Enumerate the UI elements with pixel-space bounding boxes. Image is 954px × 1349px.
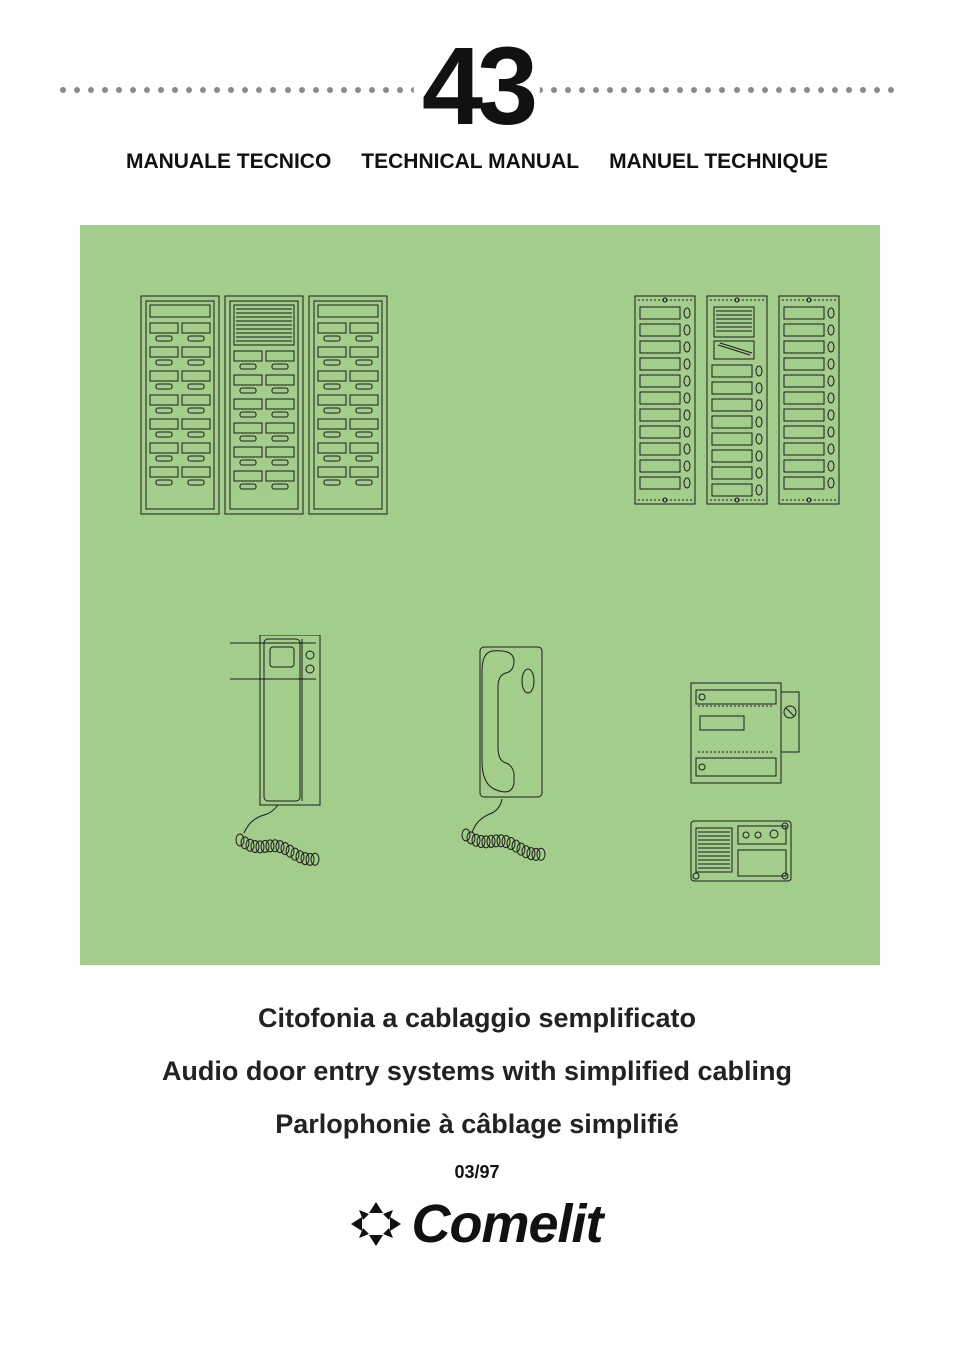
handset-classic (450, 635, 570, 895)
logo-mark-icon (351, 1202, 401, 1246)
top-illustration-row (140, 295, 840, 515)
entrance-panel-cluster-narrow (634, 295, 840, 515)
narrow-panel-2 (706, 295, 768, 505)
desc-en: Audio door entry systems with simplified… (40, 1056, 914, 1087)
desc-it: Citofonia a cablaggio semplificato (40, 1003, 914, 1034)
manual-number: 43 (414, 32, 540, 142)
entrance-panel-2 (224, 295, 304, 515)
title-en: TECHNICAL MANUAL (361, 150, 579, 174)
title-fr: MANUEL TECHNIQUE (609, 150, 828, 174)
electronic-module (690, 820, 800, 895)
narrow-panel-1 (634, 295, 696, 505)
document-page: 43 MANUALE TECNICO TECHNICAL MANUAL MANU… (0, 0, 954, 1349)
entrance-panel-1 (140, 295, 220, 515)
page-header: 43 MANUALE TECNICO TECHNICAL MANUAL MANU… (40, 40, 914, 170)
handset-wall-mount (230, 635, 350, 895)
title-it: MANUALE TECNICO (126, 150, 331, 174)
entrance-panel-cluster-wide (140, 295, 388, 515)
description-block: Citofonia a cablaggio semplificato Audio… (40, 1003, 914, 1140)
module-column (690, 682, 800, 895)
narrow-panel-3 (778, 295, 840, 505)
manual-titles: MANUALE TECNICO TECHNICAL MANUAL MANUEL … (40, 150, 914, 174)
brand-name: Comelit (411, 1193, 602, 1255)
control-module (690, 682, 800, 792)
brand-logo: Comelit (40, 1193, 914, 1255)
desc-fr: Parlophonie à câblage simplifié (40, 1109, 914, 1140)
illustration-panel (80, 225, 880, 965)
bottom-illustration-row (140, 635, 840, 895)
document-date: 03/97 (40, 1162, 914, 1183)
entrance-panel-3 (308, 295, 388, 515)
